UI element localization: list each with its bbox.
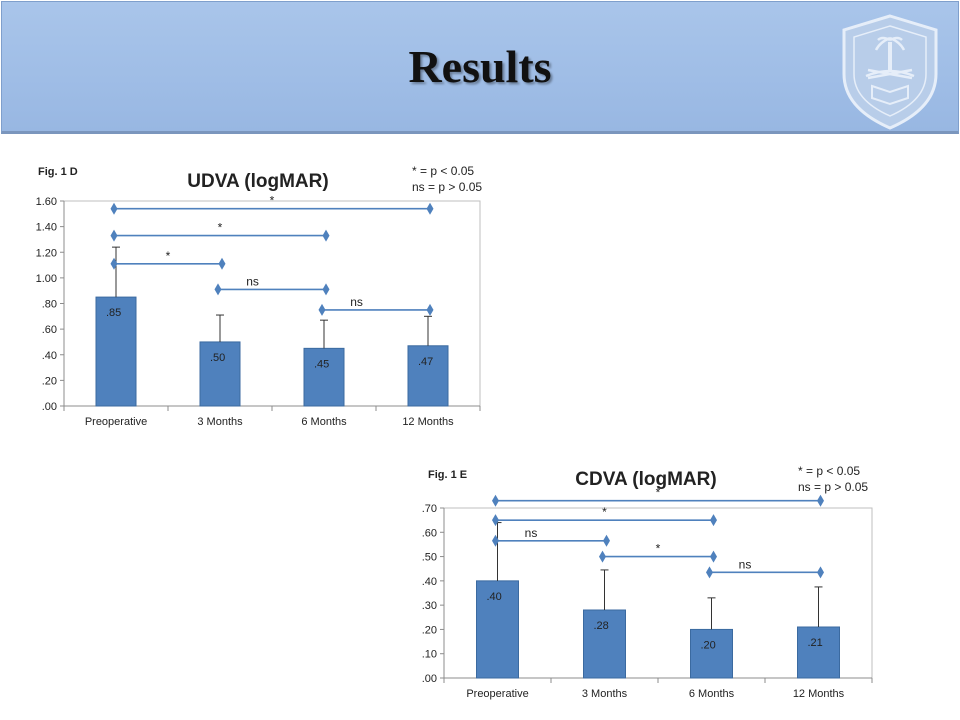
data-label: .28 [594,620,609,632]
university-seal-icon [842,14,938,130]
legend-note: * = p < 0.05 [412,164,474,178]
significance-end-marker [817,494,824,507]
figure-label: Fig. 1 D [38,166,78,178]
significance-label: ns [739,557,752,571]
y-tick-label: .60 [42,324,57,336]
x-tick-label: 6 Months [689,688,735,700]
data-label: .85 [106,307,121,319]
significance-label: * [166,249,171,263]
y-tick-label: .70 [422,503,437,515]
slide-title: Results [408,41,552,92]
significance-end-marker [214,283,222,296]
chart-title: CDVA (logMAR) [575,469,716,490]
y-tick-label: .40 [42,350,57,362]
significance-end-marker [710,550,717,563]
x-tick-label: 6 Months [301,416,347,428]
significance-end-marker [426,202,434,215]
y-tick-label: .00 [42,401,57,413]
significance-label: ns [525,526,538,540]
data-label: .20 [701,639,716,651]
significance-label: * [656,486,661,500]
y-tick-label: .50 [422,552,437,564]
y-tick-label: .60 [422,527,437,539]
x-tick-label: 12 Months [793,688,845,700]
significance-end-marker [218,257,226,270]
significance-end-marker [492,534,499,547]
significance-end-marker [426,303,434,316]
data-label: .21 [808,637,823,649]
bar [797,626,840,679]
bar [583,609,626,679]
data-label: .50 [210,352,225,364]
significance-end-marker [322,229,330,242]
data-label: .47 [418,356,433,368]
figure-label: Fig. 1 E [428,469,467,481]
significance-end-marker [706,566,713,579]
significance-label: * [218,221,223,235]
significance-end-marker [322,283,330,296]
bar [690,628,733,679]
legend-note: ns = p > 0.05 [798,480,868,494]
y-tick-label: .00 [422,673,437,685]
y-tick-label: 1.40 [36,222,57,234]
y-tick-label: 1.20 [36,247,57,259]
slide-header [1,1,959,134]
significance-end-marker [599,550,606,563]
significance-end-marker [110,202,118,215]
y-tick-label: .40 [422,576,437,588]
chart-title: UDVA (logMAR) [187,171,328,192]
significance-label: * [602,505,607,519]
significance-label: ns [350,295,363,309]
bar [199,341,241,407]
x-tick-label: Preoperative [85,416,147,428]
significance-end-marker [710,514,717,527]
y-tick-label: 1.00 [36,273,57,285]
bar [303,347,345,407]
data-label: .45 [314,358,329,370]
significance-end-marker [318,303,326,316]
significance-end-marker [492,494,499,507]
significance-label: * [656,542,661,556]
significance-end-marker [110,229,118,242]
y-tick-label: 1.60 [36,196,57,208]
legend-note: * = p < 0.05 [798,464,860,478]
x-tick-label: 3 Months [197,416,243,428]
x-tick-label: 12 Months [402,416,454,428]
y-tick-label: .80 [42,299,57,311]
significance-end-marker [817,566,824,579]
y-tick-label: .10 [422,649,437,661]
significance-label: ns [246,274,259,288]
significance-end-marker [603,534,610,547]
significance-end-marker [492,514,499,527]
significance-label: * [270,194,275,208]
legend-note: ns = p > 0.05 [412,180,482,194]
y-tick-label: .20 [42,375,57,387]
y-tick-label: .30 [422,600,437,612]
x-tick-label: 3 Months [582,688,628,700]
x-tick-label: Preoperative [466,688,528,700]
bar [95,296,137,407]
y-tick-label: .20 [422,624,437,636]
data-label: .40 [487,591,502,603]
significance-end-marker [110,257,118,270]
